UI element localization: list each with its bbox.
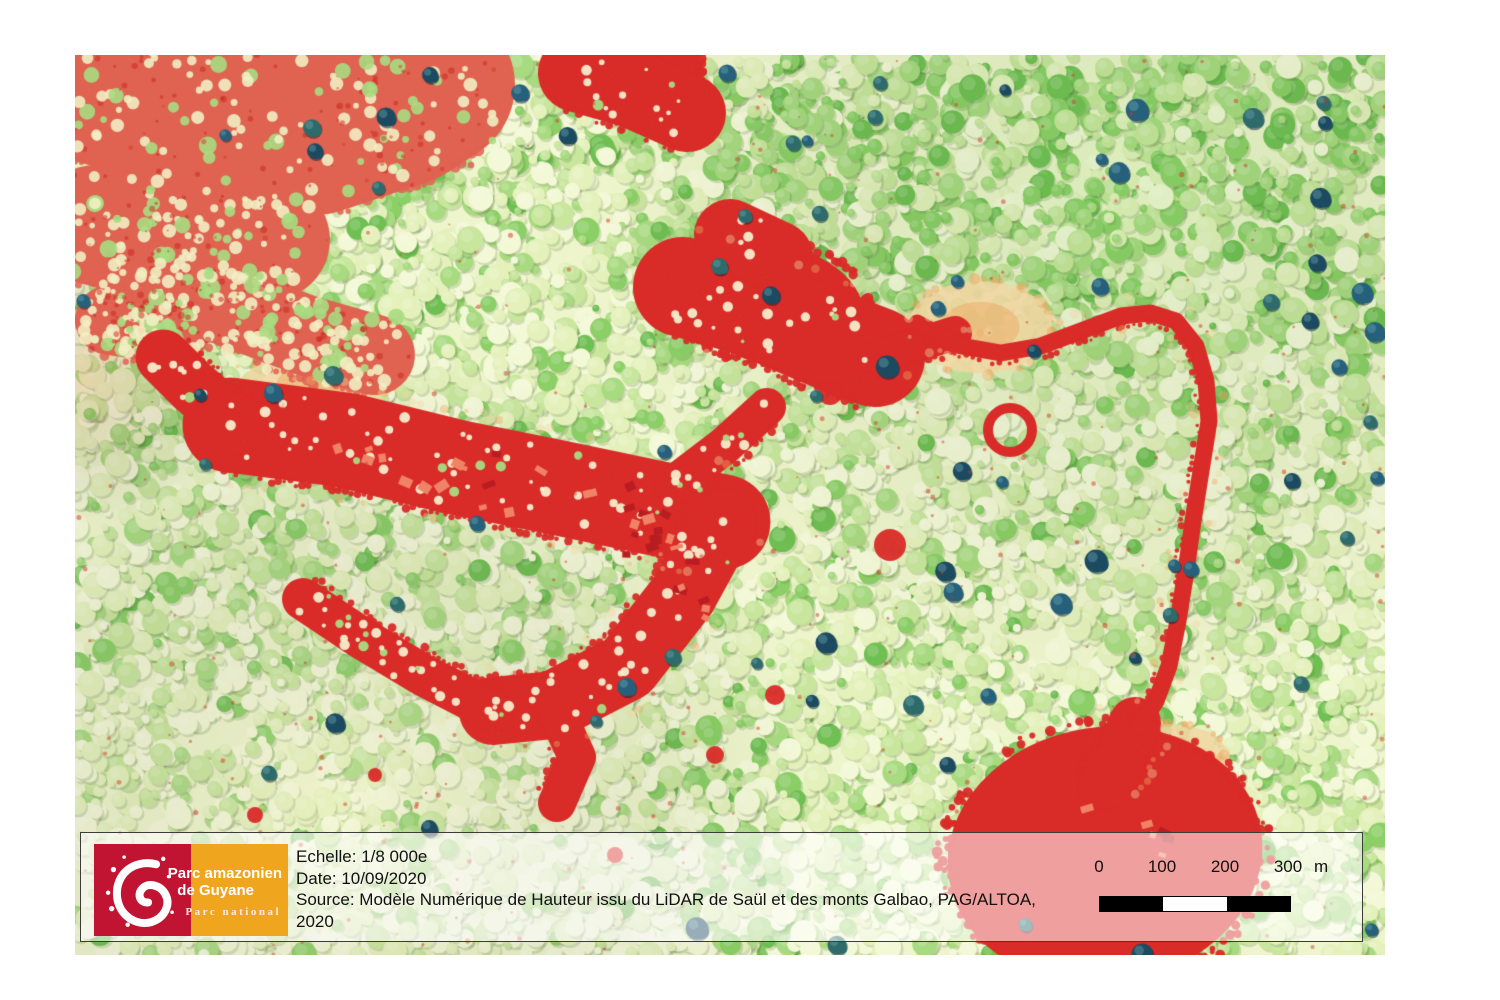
map-area: Parc amazonien de Guyane Parc national E… [75, 55, 1385, 955]
logo-title-line1: Parc amazonien [167, 865, 282, 882]
map-metadata-block: Echelle: 1/8 000e Date: 10/09/2020 Sourc… [296, 846, 1096, 932]
scalebar-unit: m [1314, 857, 1329, 876]
scalebar-label-200: 200 [1210, 857, 1240, 876]
scalebar-label-0: 0 [1094, 857, 1104, 876]
legend-panel: Parc amazonien de Guyane Parc national E… [80, 832, 1363, 942]
source-text-cont: 2020 [296, 911, 334, 931]
scalebar-segment-white [1163, 897, 1227, 911]
spiral-icon [105, 855, 174, 927]
scalebar-bar [1099, 896, 1291, 912]
park-logo-red-panel [94, 844, 191, 936]
logo-title-line2: de Guyane [177, 882, 254, 899]
scalebar-label-300: 300 [1273, 857, 1303, 876]
scalebar-segment-black-1 [1100, 897, 1163, 911]
scalebar-label-100: 100 [1147, 857, 1177, 876]
scalebar-segment-black-2 [1227, 897, 1290, 911]
scalebar: 0 100 200 300 m [1094, 853, 1354, 923]
source-text: Source: Modèle Numérique de Hauteur issu… [296, 890, 1036, 910]
date-text: Date: 10/09/2020 [296, 868, 427, 888]
park-logo: Parc amazonien de Guyane Parc national [94, 844, 288, 936]
logo-subtitle: Parc national [185, 906, 281, 918]
lidar-canopy-map-canvas [75, 55, 1385, 955]
park-logo-orange-panel [191, 844, 288, 936]
scale-text: Echelle: 1/8 000e [296, 847, 428, 866]
